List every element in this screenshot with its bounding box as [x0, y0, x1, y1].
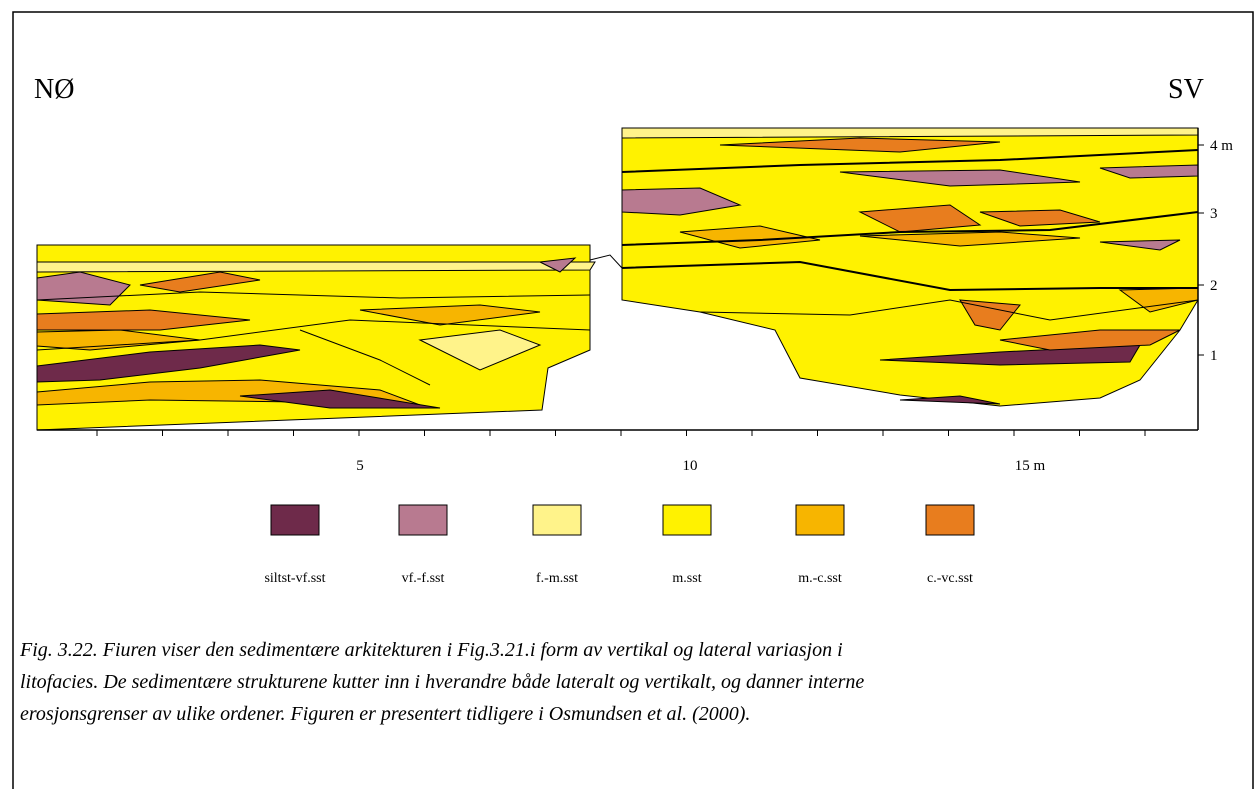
- horizontal-scale-label: 10: [683, 458, 698, 474]
- cross-section: [37, 128, 1198, 430]
- caption-line: Fig. 3.22. Fiuren viser den sedimentære …: [19, 639, 843, 661]
- horizontal-scale-label: 5: [356, 458, 364, 474]
- legend-swatch: [663, 505, 711, 535]
- vertical-scale-label: 1: [1210, 348, 1218, 364]
- legend-swatch: [796, 505, 844, 535]
- legend-swatch: [926, 505, 974, 535]
- caption: Fig. 3.22. Fiuren viser den sedimentære …: [19, 639, 864, 725]
- vertical-scale-label: 4 m: [1210, 138, 1233, 154]
- page: NØ SV: [0, 0, 1257, 789]
- caption-line: litofacies. De sedimentære strukturene k…: [20, 671, 864, 693]
- legend-label: vf.-f.sst: [402, 571, 445, 586]
- layer: [37, 262, 595, 272]
- legend-swatch: [271, 505, 319, 535]
- horizontal-scale-label: 15 m: [1015, 458, 1046, 474]
- direction-right: SV: [1168, 74, 1204, 105]
- legend-swatch: [399, 505, 447, 535]
- vertical-scale-label: 2: [1210, 278, 1218, 294]
- legend: siltst-vf.sst vf.-f.sst f.-m.sst m.sst m.-c.…: [264, 505, 974, 586]
- legend-label: m.sst: [672, 571, 701, 586]
- figure: NØ SV: [0, 0, 1257, 789]
- legend-label: c.-vc.sst: [927, 571, 973, 586]
- legend-label: f.-m.sst: [536, 571, 578, 586]
- caption-line: erosjonsgrenser av ulike ordener. Figure…: [20, 703, 750, 725]
- legend-label: siltst-vf.sst: [264, 571, 325, 586]
- legend-label: m.-c.sst: [798, 571, 842, 586]
- vertical-scale-label: 3: [1210, 206, 1218, 222]
- legend-swatch: [533, 505, 581, 535]
- direction-left: NØ: [34, 74, 74, 105]
